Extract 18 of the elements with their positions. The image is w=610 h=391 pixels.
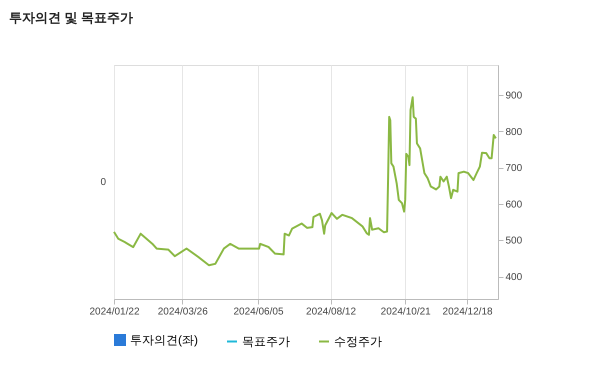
y-tick-label: 500 <box>506 236 523 247</box>
legend-label: 목표주가 <box>242 334 290 348</box>
x-tick-label: 2024/06/05 <box>233 306 284 318</box>
x-tick-label: 2024/03/26 <box>158 306 208 318</box>
line-series <box>113 96 497 266</box>
y-tick-label: 600 <box>506 199 523 210</box>
chart-title: 투자의견 및 목표주가 <box>8 10 134 25</box>
y-tick-label: 400 <box>506 272 523 284</box>
x-tick-label: 2024/01/22 <box>89 306 140 318</box>
legend-label: 투자의견(좌) <box>130 333 198 347</box>
text: 0 <box>100 177 106 188</box>
x-tick-label: 2024/10/21 <box>380 306 432 318</box>
x-tick-label: 2024/08/12 <box>306 306 356 318</box>
y-tick-label: 700 <box>506 163 523 174</box>
y-tick-label: 900 <box>506 90 523 102</box>
y-tick-label: 800 <box>506 126 523 138</box>
legend-label: 수정주가 <box>334 334 382 348</box>
x-tick-label: 2024/12/18 <box>442 306 494 318</box>
